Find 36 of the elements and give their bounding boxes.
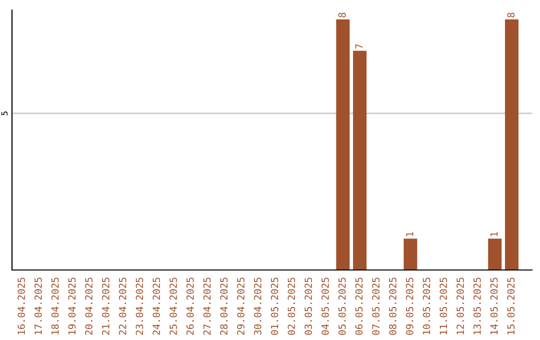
x-tick-label: 02.05.2025	[288, 278, 296, 335]
x-tick-label: 07.05.2025	[372, 278, 380, 335]
x-tick-label: 08.05.2025	[389, 278, 396, 335]
data-label: 1	[406, 232, 414, 236]
x-tick-label: 18.04.2025	[51, 278, 59, 334]
x-tick-label: 30.04.2025	[254, 278, 262, 335]
x-tick-label: 19.04.2025	[68, 278, 76, 334]
x-tick-label: 25.04.2025	[170, 278, 177, 335]
x-tick-label: 12.05.2025	[456, 278, 464, 334]
x-tick-label: 04.05.2025	[322, 278, 329, 335]
x-tick-label: 21.04.2025	[102, 278, 110, 335]
x-tick-label: 03.05.2025	[304, 278, 312, 335]
x-tick-label: 20.04.2025	[85, 278, 93, 335]
x-tick-label: 23.04.2025	[136, 278, 144, 335]
data-label: 8	[338, 12, 346, 18]
data-label: 1	[490, 232, 498, 236]
x-tick-label: 01.05.2025	[270, 278, 278, 335]
x-tick-label: 13.05.2025	[473, 278, 481, 334]
y-tick-label: 5	[1, 112, 8, 116]
x-tick-label: 17.04.2025	[34, 278, 42, 334]
x-tick-label: 15.05.2025	[507, 278, 515, 334]
x-tick-label: 29.04.2025	[237, 278, 244, 335]
data-label: 8	[507, 12, 515, 18]
data-label: 7	[355, 44, 362, 49]
x-tick-label: 11.05.2025	[440, 278, 448, 334]
x-tick-label: 22.04.2025	[118, 278, 126, 335]
x-tick-label: 09.05.2025	[406, 278, 414, 335]
x-tick-label: 24.04.2025	[152, 278, 160, 335]
x-tick-label: 27.04.2025	[203, 278, 211, 335]
x-tick-label: 14.05.2025	[490, 278, 498, 334]
x-tick-label: 16.04.2025	[18, 278, 25, 334]
x-tick-label: 06.05.2025	[355, 278, 363, 335]
x-tick-label: 28.04.2025	[220, 278, 228, 335]
x-tick-label: 26.04.2025	[186, 278, 194, 335]
x-tick-label: 10.05.2025	[422, 278, 430, 334]
x-tick-label: 05.05.2025	[338, 278, 346, 335]
